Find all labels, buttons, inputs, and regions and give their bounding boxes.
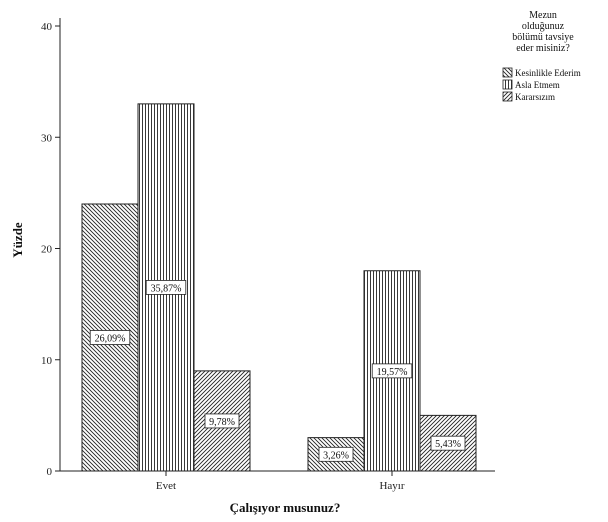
data-label-box bbox=[430, 435, 466, 451]
data-label-text: 19,57% bbox=[377, 367, 408, 378]
x-tick-label: Hayır bbox=[379, 480, 404, 492]
data-label: 35,87% bbox=[145, 280, 187, 295]
legend-swatch bbox=[502, 79, 513, 90]
data-label-text: 35,87% bbox=[151, 283, 182, 294]
data-label-box bbox=[145, 280, 187, 295]
legend-title-line: bölümü tavsiye bbox=[512, 32, 574, 43]
legend-swatch bbox=[502, 91, 513, 102]
legend-title-line: Mezun bbox=[529, 10, 557, 21]
data-label-text: 26,09% bbox=[95, 334, 126, 345]
y-tick-label: 40 bbox=[41, 21, 53, 33]
y-axis: 0 10 20 30 40 bbox=[41, 18, 61, 478]
y-tick-label: 30 bbox=[41, 132, 53, 144]
data-label-text: 5,43% bbox=[435, 439, 461, 450]
legend-swatch bbox=[502, 67, 513, 78]
data-label: 9,78% bbox=[204, 413, 240, 429]
legend-title-line: olduğunuz bbox=[522, 21, 565, 32]
data-labels-group: 26,09% 35,87% 9,78% 3,26% 19,57% 5,43% bbox=[89, 280, 466, 462]
y-tick-label: 20 bbox=[41, 244, 53, 256]
y-axis-title: Yüzde bbox=[10, 222, 25, 258]
data-label: 3,26% bbox=[318, 446, 354, 462]
legend-label: Kesinlikle Ederim bbox=[515, 68, 581, 78]
legend-label: Asla Etmem bbox=[515, 80, 560, 90]
legend-title-line: eder misiniz? bbox=[516, 43, 570, 54]
data-label-box bbox=[204, 413, 240, 429]
x-axis-title: Çalışıyor musunuz? bbox=[230, 500, 341, 515]
x-tick-label: Evet bbox=[156, 480, 176, 492]
x-axis: Evet Hayır bbox=[60, 470, 495, 492]
data-label-text: 3,26% bbox=[323, 450, 349, 461]
data-label-box bbox=[89, 330, 131, 345]
data-label-box bbox=[318, 446, 354, 462]
data-label: 5,43% bbox=[430, 435, 466, 451]
legend-label: Kararsızım bbox=[515, 92, 555, 102]
data-label: 26,09% bbox=[89, 330, 131, 345]
y-tick-label: 0 bbox=[47, 466, 53, 478]
bars-group bbox=[81, 103, 477, 472]
data-label: 19,57% bbox=[371, 363, 413, 379]
y-tick-label: 10 bbox=[41, 355, 53, 367]
data-label-box bbox=[371, 363, 413, 379]
data-label-text: 9,78% bbox=[209, 417, 235, 428]
